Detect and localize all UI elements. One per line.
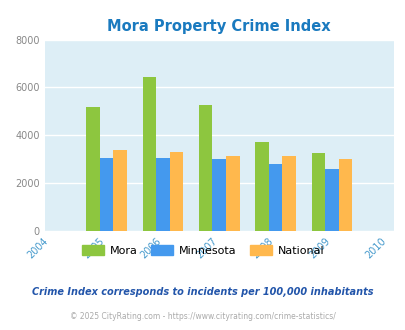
- Bar: [212, 159, 226, 231]
- Bar: [100, 158, 113, 231]
- Bar: [255, 143, 268, 231]
- Text: © 2025 CityRating.com - https://www.cityrating.com/crime-statistics/: © 2025 CityRating.com - https://www.city…: [70, 312, 335, 321]
- Bar: [156, 158, 169, 231]
- Bar: [268, 164, 281, 231]
- Legend: Mora, Minnesota, National: Mora, Minnesota, National: [77, 241, 328, 260]
- Bar: [281, 156, 295, 231]
- Bar: [198, 105, 212, 231]
- Bar: [169, 152, 183, 231]
- Bar: [142, 77, 156, 231]
- Bar: [311, 153, 324, 231]
- Bar: [86, 107, 100, 231]
- Bar: [324, 169, 338, 231]
- Title: Mora Property Crime Index: Mora Property Crime Index: [107, 19, 330, 34]
- Bar: [226, 156, 239, 231]
- Text: Crime Index corresponds to incidents per 100,000 inhabitants: Crime Index corresponds to incidents per…: [32, 287, 373, 297]
- Bar: [113, 150, 127, 231]
- Bar: [338, 159, 351, 231]
